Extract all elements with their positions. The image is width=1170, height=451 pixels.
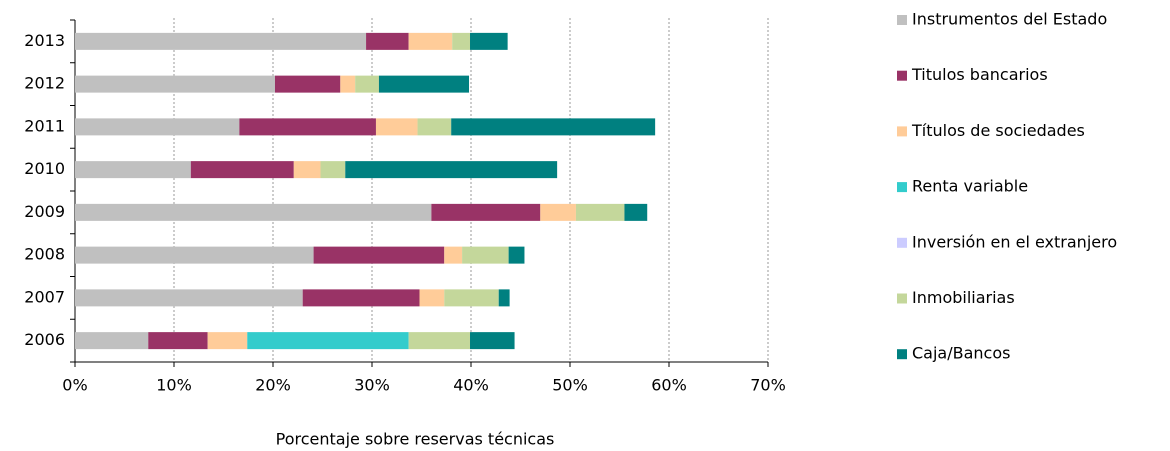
x-tick-label: 20% [255, 376, 291, 395]
bar-segment [431, 203, 541, 221]
x-tick-label: 40% [453, 376, 489, 395]
bar-segment [419, 289, 445, 307]
legend-label: Instrumentos del Estado [912, 10, 1107, 29]
bar-segment [190, 161, 294, 179]
bar-segment [313, 246, 445, 264]
y-tick-label: 2007 [24, 287, 65, 306]
bar-segment [375, 118, 418, 136]
bar-segment [75, 75, 275, 93]
bar-segment [470, 332, 515, 350]
bar-segment [247, 332, 409, 350]
y-tick-label: 2008 [24, 245, 65, 264]
bar-segment [378, 75, 470, 93]
bar-segment [75, 203, 432, 221]
bar-segment [320, 161, 346, 179]
bar-segment [462, 246, 509, 264]
y-tick-label: 2010 [24, 159, 65, 178]
legend-label: Títulos de sociedades [911, 121, 1085, 140]
bar-segment [345, 161, 558, 179]
bar-segment [444, 246, 463, 264]
bar-segment [444, 289, 499, 307]
x-tick-label: 50% [552, 376, 588, 395]
bar-segment [451, 118, 656, 136]
legend-swatch [897, 237, 907, 248]
bar-segment [75, 161, 191, 179]
bar-segment [575, 203, 625, 221]
bar-segment [148, 332, 208, 350]
legend-swatch [897, 182, 907, 193]
y-tick-label: 2011 [24, 116, 65, 135]
bar-segment [239, 118, 376, 136]
bar-segment [75, 332, 149, 350]
bar-segment [417, 118, 452, 136]
legend-label: Renta variable [912, 177, 1028, 196]
bar-segment [408, 332, 471, 350]
bar-segment [408, 32, 453, 50]
legend-label: Caja/Bancos [912, 344, 1010, 363]
x-tick-label: 60% [651, 376, 687, 395]
bar-segment [508, 246, 525, 264]
y-tick-label: 2009 [24, 202, 65, 221]
bar-segment [452, 32, 471, 50]
y-tick-label: 2012 [24, 74, 65, 93]
legend-label: Inmobiliarias [912, 288, 1015, 307]
bar-segment [302, 289, 420, 307]
legend-swatch [897, 293, 907, 304]
legend-swatch [897, 126, 907, 137]
bar-segment [498, 289, 510, 307]
bar-segment [540, 203, 576, 221]
bar-segment [366, 32, 409, 50]
bar-segment [75, 246, 314, 264]
legend-swatch [897, 349, 907, 360]
x-tick-label: 70% [750, 376, 786, 395]
y-tick-label: 2006 [24, 330, 65, 349]
legend-label: Titulos bancarios [911, 65, 1048, 84]
legend-label: Inversión en el extranjero [912, 232, 1117, 251]
bar-segment [340, 75, 356, 93]
legend-swatch [897, 70, 907, 81]
bar-segment [470, 32, 508, 50]
x-tick-label: 0% [62, 376, 87, 395]
bar-segment [355, 75, 379, 93]
bar-segment [75, 118, 240, 136]
bar-segment [207, 332, 248, 350]
x-tick-label: 10% [156, 376, 192, 395]
y-tick-label: 2013 [24, 31, 65, 50]
bar-segment [75, 32, 367, 50]
bar-segment [274, 75, 341, 93]
x-tick-label: 30% [354, 376, 390, 395]
legend-swatch [897, 15, 907, 25]
bar-segment [624, 203, 648, 221]
bar-segment [293, 161, 321, 179]
bar-segment [75, 289, 303, 307]
x-axis-label: Porcentaje sobre reservas técnicas [276, 430, 555, 449]
